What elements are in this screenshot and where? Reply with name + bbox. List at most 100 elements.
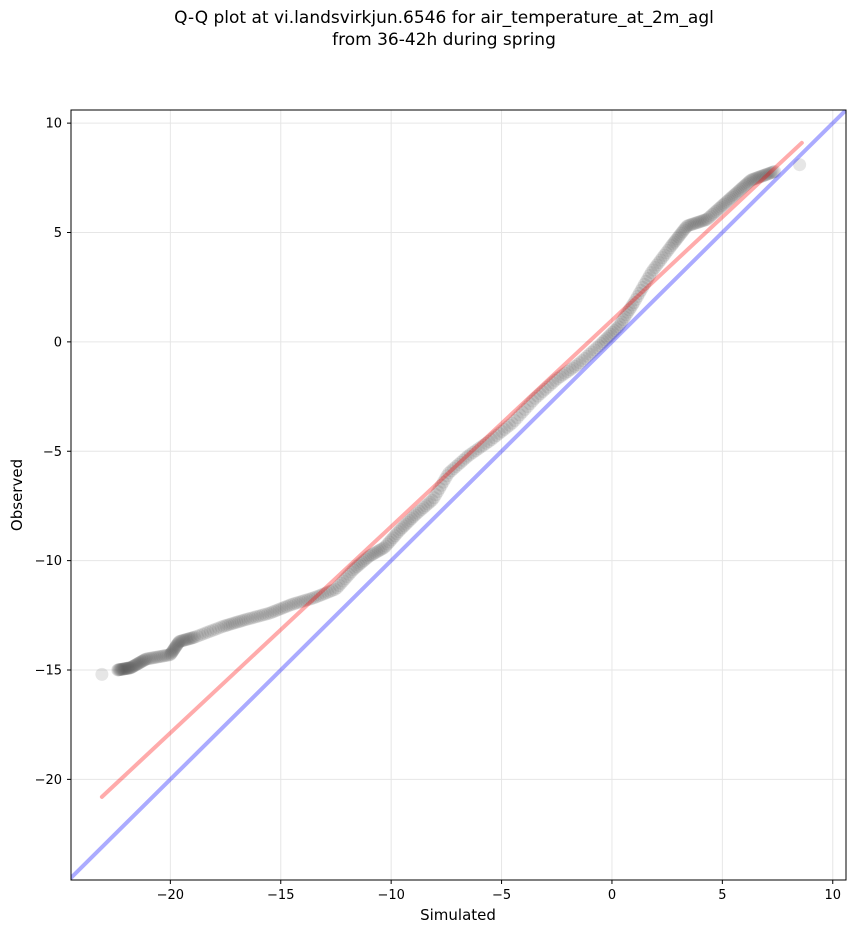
x-tick-label: −10 [377, 888, 404, 903]
data-point [631, 289, 645, 303]
data-point [143, 651, 157, 665]
data-point [738, 178, 752, 192]
data-point [429, 488, 443, 502]
data-point [669, 233, 683, 247]
data-point [751, 171, 765, 185]
data-point [332, 579, 346, 593]
data-point [469, 444, 483, 458]
data-point [585, 345, 599, 359]
data-point [655, 251, 669, 265]
data-point [344, 565, 358, 579]
data-point [739, 177, 753, 191]
x-tick-label: 10 [824, 888, 841, 903]
data-point [745, 173, 759, 187]
data-point [583, 347, 597, 361]
data-point [528, 391, 542, 405]
data-point [362, 549, 376, 563]
data-point [487, 431, 501, 445]
data-point [370, 545, 384, 559]
data-point [729, 186, 743, 200]
data-point [573, 356, 587, 370]
data-point [671, 230, 685, 244]
data-point [258, 607, 272, 621]
data-point [768, 164, 782, 178]
data-point [500, 420, 514, 434]
data-point [118, 662, 132, 676]
data-point [272, 602, 286, 616]
data-point [217, 619, 231, 633]
data-point [641, 271, 655, 285]
y-axis-label: Observed [8, 459, 26, 531]
data-point [165, 645, 179, 659]
data-point [357, 554, 371, 568]
data-point [611, 320, 625, 334]
y-tick-label: −10 [35, 554, 62, 569]
data-point [318, 586, 332, 600]
data-point [232, 615, 246, 629]
data-point [228, 616, 242, 630]
data-point [652, 256, 666, 270]
data-point [125, 660, 139, 674]
data-point [414, 502, 428, 516]
data-point [561, 364, 575, 378]
data-point [479, 436, 493, 450]
data-point [484, 433, 498, 447]
data-point [287, 597, 301, 611]
data-point [338, 572, 352, 586]
data-point [688, 216, 702, 230]
data-point [138, 653, 152, 667]
data-point [666, 237, 680, 251]
data-point [421, 497, 435, 511]
data-point [306, 591, 320, 605]
data-point [621, 305, 635, 319]
data-point [209, 622, 223, 636]
data-point [423, 495, 437, 509]
data-point [395, 521, 409, 535]
data-point [145, 651, 159, 665]
data-point [167, 642, 181, 656]
chart-title: Q-Q plot at vi.landsvirkjun.6546 for air… [0, 7, 854, 51]
data-point [598, 333, 612, 347]
data-point [114, 662, 128, 676]
data-point [665, 239, 679, 253]
y-tick-label: 5 [54, 226, 62, 241]
data-point [132, 656, 146, 670]
data-point [707, 206, 721, 220]
data-point [722, 193, 736, 207]
data-point [355, 555, 369, 569]
data-point [166, 644, 180, 658]
data-point [681, 219, 695, 233]
data-point [303, 592, 317, 606]
data-point [568, 359, 582, 373]
data-point [459, 451, 473, 465]
data-point [186, 631, 200, 645]
data-point [444, 464, 458, 478]
data-point [382, 535, 396, 549]
data-point [765, 165, 779, 179]
x-axis-label: Simulated [420, 906, 496, 924]
data-point [627, 296, 641, 310]
data-point [419, 499, 433, 513]
data-point [261, 607, 275, 621]
data-point [130, 657, 144, 671]
data-point [762, 166, 776, 180]
data-point [541, 380, 555, 394]
data-point [602, 329, 616, 343]
data-point [495, 424, 509, 438]
data-point [410, 506, 424, 520]
fit-line [99, 140, 804, 799]
data-point [137, 653, 151, 667]
data-point [490, 429, 504, 443]
data-point [704, 209, 718, 223]
data-point [752, 170, 766, 184]
data-point [510, 411, 524, 425]
data-point [614, 315, 628, 329]
data-point [408, 508, 422, 522]
data-point [141, 652, 155, 666]
data-point [150, 650, 164, 664]
data-point [198, 626, 212, 640]
data-point [438, 472, 452, 486]
data-point [451, 457, 465, 471]
identity-line [71, 110, 846, 880]
data-point [663, 241, 677, 255]
